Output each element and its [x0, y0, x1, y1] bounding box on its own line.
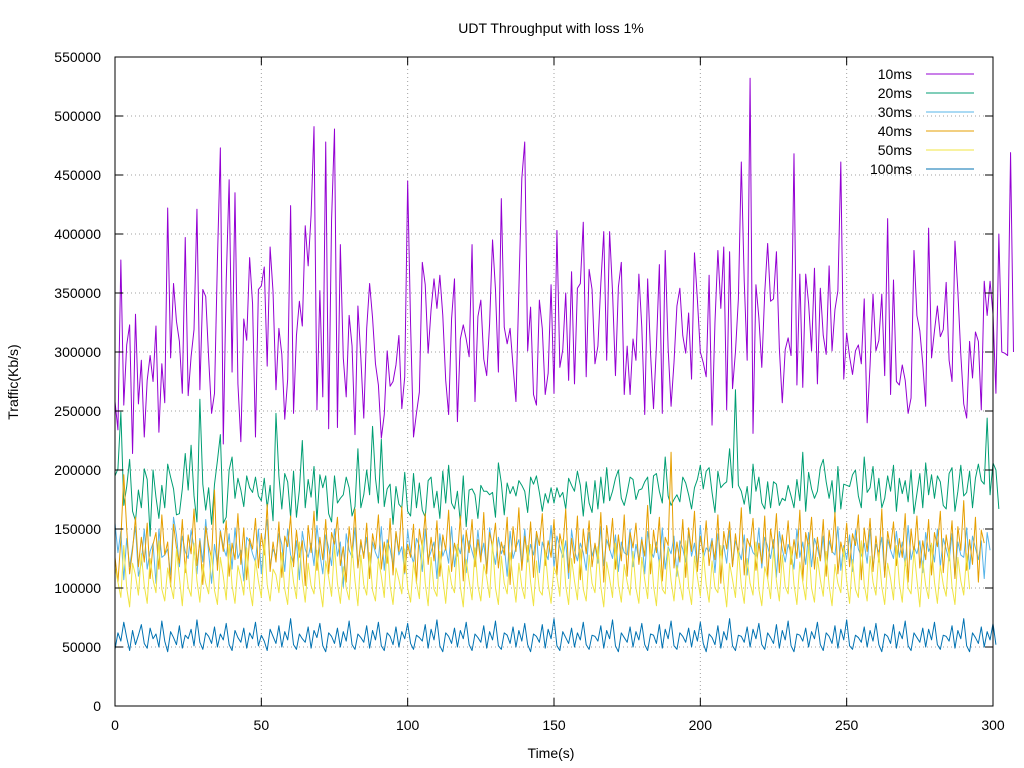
y-tick-label: 300000 — [54, 344, 101, 360]
series-lines — [114, 77, 1014, 653]
y-tick-label: 150000 — [54, 521, 101, 537]
legend-label-20ms: 20ms — [878, 85, 912, 101]
y-tick-label: 400000 — [54, 226, 101, 242]
plot-frame: 0 50000 100000 150000 200000 250000 300000 3500… — [54, 49, 1005, 733]
x-axis-label: Time(s) — [528, 745, 575, 761]
series-line-40ms — [114, 451, 985, 588]
series-line-20ms — [114, 389, 1000, 537]
x-tick-label: 50 — [254, 717, 270, 733]
x-tick-label: 150 — [542, 717, 566, 733]
x-tick-label: 0 — [111, 717, 119, 733]
x-tick-label: 200 — [689, 717, 713, 733]
y-tick-label: 50000 — [62, 639, 101, 655]
legend-label-100ms: 100ms — [870, 161, 912, 177]
x-tick-label: 100 — [396, 717, 420, 733]
y-axis-label: Traffic(Kb/s) — [5, 344, 21, 419]
legend-label-50ms: 50ms — [878, 142, 912, 158]
y-tick-label: 500000 — [54, 108, 101, 124]
chart-title: UDT Throughput with loss 1% — [458, 20, 643, 36]
legend-label-40ms: 40ms — [878, 123, 912, 139]
y-tick-label: 200000 — [54, 462, 101, 478]
series-line-10ms — [114, 77, 1014, 454]
series-line-100ms — [114, 618, 997, 653]
y-tick-label: 450000 — [54, 167, 101, 183]
legend-label-10ms: 10ms — [878, 66, 912, 82]
x-tick-label: 300 — [981, 717, 1005, 733]
y-tick-label: 550000 — [54, 49, 101, 65]
y-tick-label: 0 — [93, 698, 101, 714]
x-tick-label: 250 — [835, 717, 859, 733]
series-line-50ms — [114, 539, 971, 608]
legend-label-30ms: 30ms — [878, 104, 912, 120]
y-tick-label: 100000 — [54, 580, 101, 596]
y-tick-label: 250000 — [54, 403, 101, 419]
y-tick-label: 350000 — [54, 285, 101, 301]
legend: 10ms 20ms 30ms 40ms 50ms 100ms — [870, 66, 974, 177]
